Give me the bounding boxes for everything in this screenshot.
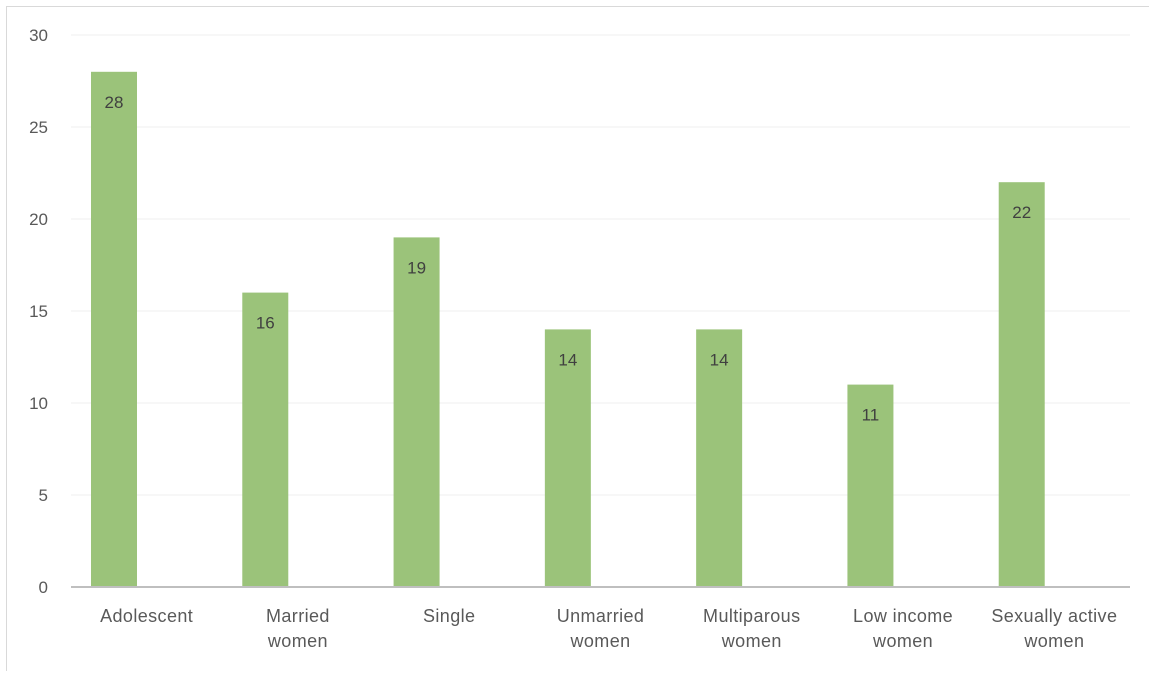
data-label: 28	[105, 93, 124, 112]
bar	[998, 182, 1045, 587]
data-label: 14	[558, 350, 577, 369]
x-category-label: Sexually active women	[991, 606, 1117, 651]
y-tick-label: 20	[29, 210, 48, 229]
x-category-label: Married women	[266, 606, 330, 651]
bar	[847, 384, 894, 587]
data-label: 16	[256, 314, 275, 333]
bar	[544, 329, 591, 587]
bar	[393, 237, 440, 587]
x-category-label: Unmarried women	[557, 606, 645, 651]
y-tick-label: 0	[39, 578, 48, 597]
y-tick-label: 15	[29, 302, 48, 321]
y-tick-label: 10	[29, 394, 48, 413]
data-label: 22	[1012, 203, 1031, 222]
y-tick-label: 5	[39, 486, 48, 505]
data-label: 11	[862, 406, 880, 425]
data-label: 19	[407, 258, 426, 277]
x-category-label: Low income women	[853, 606, 953, 651]
x-category-label: Adolescent	[100, 606, 193, 626]
bar	[696, 329, 743, 587]
data-label: 14	[710, 350, 729, 369]
x-category-label: Single	[423, 606, 475, 626]
bar	[91, 71, 137, 588]
y-tick-label: 25	[29, 118, 48, 137]
bars	[91, 71, 1045, 588]
y-tick-label: 30	[29, 26, 48, 45]
x-category-label: Multiparous women	[703, 606, 800, 651]
y-axis-ticks: 0 5 10 15 20 25 30	[29, 26, 48, 597]
gridlines	[71, 34, 1130, 496]
x-axis-categories: Adolescent Married women Single Unmarried wom…	[100, 606, 1117, 651]
chart-frame	[6, 6, 1149, 671]
data-labels: 28 16 19 14 14 11 22	[105, 93, 1032, 425]
bar	[242, 292, 289, 587]
